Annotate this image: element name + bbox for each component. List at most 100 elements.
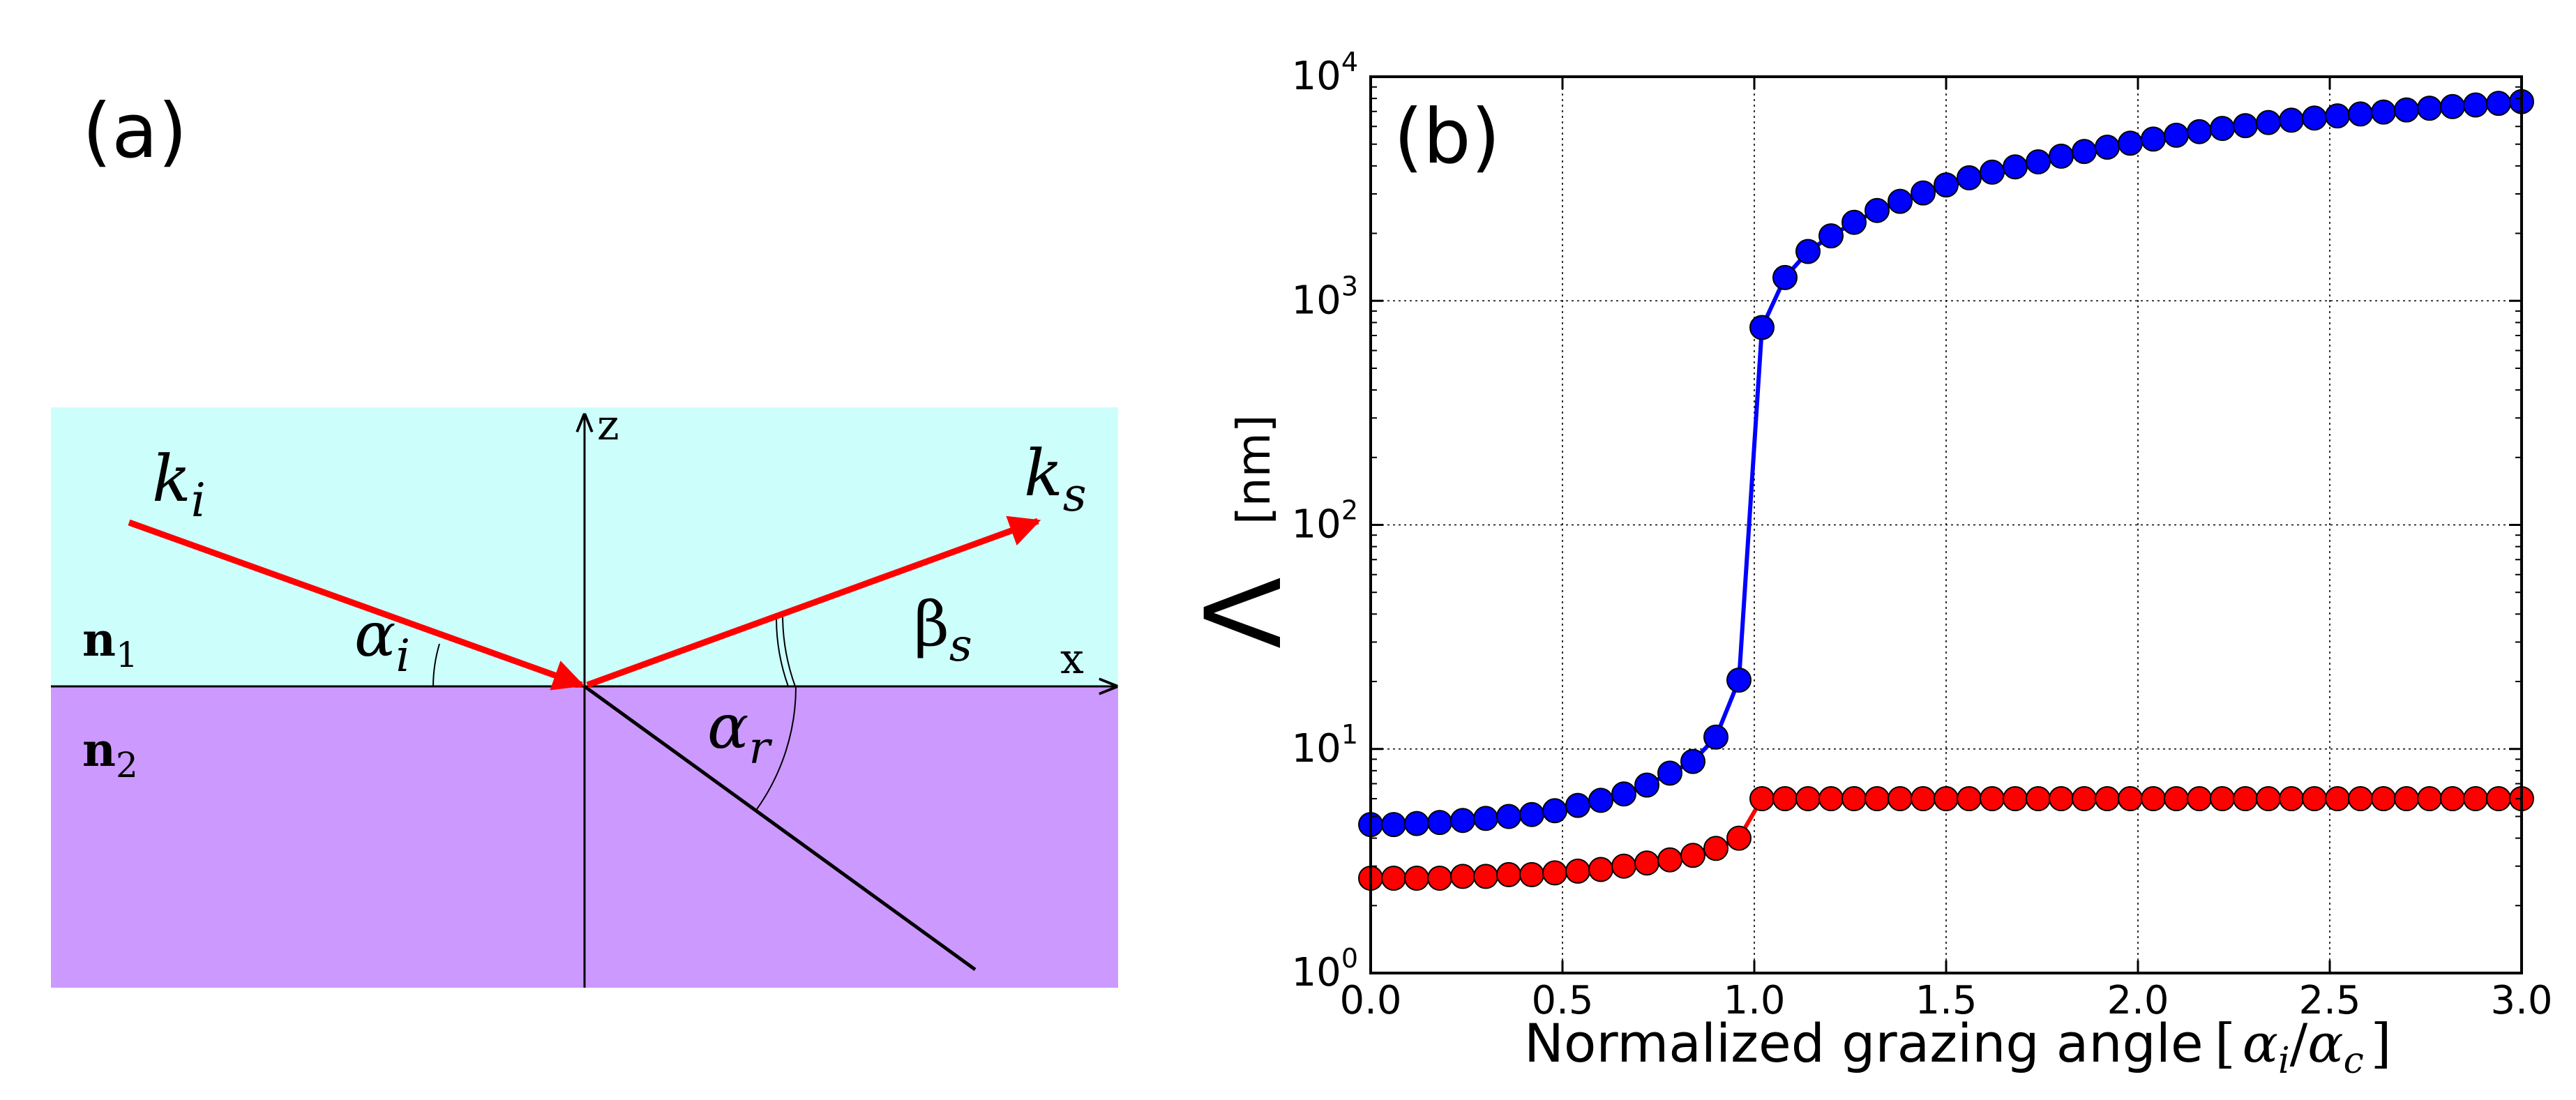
data-point-blue bbox=[1888, 188, 1913, 214]
x-tick-label: 1.5 bbox=[1915, 978, 1977, 1023]
scattered-beam-arrow bbox=[586, 515, 1041, 688]
data-point-blue bbox=[1450, 808, 1475, 834]
data-point-red bbox=[1726, 825, 1752, 851]
data-point-red bbox=[1680, 843, 1705, 868]
data-point-red bbox=[2072, 786, 2097, 811]
data-point-red bbox=[2095, 786, 2120, 811]
data-point-blue bbox=[2026, 149, 2051, 174]
x-axis-label: x bbox=[1060, 635, 1084, 684]
data-point-red bbox=[2279, 786, 2304, 811]
data-point-red bbox=[2164, 786, 2189, 811]
alpha-r-label: αr bbox=[707, 691, 772, 774]
x-tick-label: 2.0 bbox=[2107, 978, 2169, 1023]
data-point-red bbox=[2463, 786, 2488, 811]
incident-beam-arrow bbox=[128, 519, 585, 691]
data-point-blue bbox=[1772, 264, 1798, 290]
data-point-red bbox=[1795, 786, 1821, 811]
data-point-blue bbox=[2072, 139, 2097, 165]
x-tick-label: 2.5 bbox=[2298, 978, 2360, 1023]
data-point-blue bbox=[2095, 135, 2120, 160]
data-point-blue bbox=[1841, 209, 1867, 235]
data-point-red bbox=[2049, 786, 2074, 811]
scattered-angle-arc-inner bbox=[775, 616, 789, 687]
beta-s-label: βs bbox=[914, 588, 972, 672]
y-axis-unit: [nm] bbox=[1227, 414, 1281, 525]
data-point-blue bbox=[2394, 97, 2419, 123]
data-point-red bbox=[1450, 864, 1475, 889]
data-point-red bbox=[1980, 786, 2005, 811]
data-point-red bbox=[2325, 786, 2350, 811]
medium-1-label: n1 bbox=[82, 612, 138, 675]
y-tick-label: 100 bbox=[1292, 943, 1358, 995]
data-point-blue bbox=[2440, 93, 2465, 119]
data-point-red bbox=[1634, 850, 1659, 876]
data-point-blue bbox=[1795, 239, 1821, 264]
data-point-blue bbox=[2348, 101, 2373, 127]
data-point-blue bbox=[2256, 110, 2281, 135]
data-point-red bbox=[2210, 786, 2235, 811]
refracted-angle-arc bbox=[756, 686, 797, 810]
z-axis-label: z bbox=[597, 401, 619, 450]
x-tick-label: 3.0 bbox=[2490, 978, 2552, 1023]
panel-b-label: (b) bbox=[1394, 93, 1500, 181]
medium-2-label: n2 bbox=[82, 723, 138, 785]
data-point-blue bbox=[1404, 811, 1429, 836]
data-point-red bbox=[1381, 866, 1406, 891]
data-point-blue bbox=[2302, 105, 2327, 131]
data-point-red bbox=[1473, 864, 1498, 889]
y-tick-label: 101 bbox=[1292, 719, 1358, 771]
data-point-blue bbox=[1473, 806, 1498, 831]
data-point-blue bbox=[2187, 119, 2212, 144]
data-point-red bbox=[1749, 786, 1775, 811]
y-tick-label: 102 bbox=[1292, 495, 1358, 548]
y-axis-symbol: Λ bbox=[1184, 577, 1305, 649]
data-point-red bbox=[1888, 786, 1913, 811]
axis-ticks: 0.0 0.5 1.0 1.5 2.0 2.5 3.0 100 101 102 103 104 bbox=[1292, 47, 2553, 1023]
data-point-red bbox=[2233, 786, 2258, 811]
data-point-red bbox=[2118, 786, 2143, 811]
incident-angle-arc bbox=[432, 643, 440, 687]
data-point-red bbox=[1565, 858, 1590, 884]
plot-frame bbox=[1369, 75, 2523, 974]
data-point-red bbox=[2187, 786, 2212, 811]
data-point-blue bbox=[1934, 172, 1959, 198]
x-axis-unit: [αi/αc] bbox=[2215, 1012, 2391, 1082]
data-point-blue bbox=[2279, 107, 2304, 133]
data-point-red bbox=[1911, 786, 1936, 811]
k-incident-label: ki bbox=[152, 442, 206, 527]
data-point-red bbox=[1496, 861, 1521, 887]
data-point-blue bbox=[2049, 143, 2074, 169]
data-point-red bbox=[1934, 786, 1959, 811]
data-point-red bbox=[1657, 847, 1682, 873]
data-point-blue bbox=[1381, 812, 1406, 838]
data-point-blue bbox=[2233, 113, 2258, 139]
data-point-red bbox=[1772, 786, 1798, 811]
data-point-blue bbox=[1611, 781, 1636, 807]
data-point-blue bbox=[1865, 197, 1890, 223]
x-axis-title: Normalized grazing angle bbox=[1524, 1012, 2204, 1074]
k-scattered-label: ks bbox=[1024, 436, 1087, 522]
data-point-red bbox=[1542, 860, 1567, 886]
data-point-blue bbox=[1496, 804, 1521, 829]
data-point-red bbox=[2394, 786, 2419, 811]
data-point-blue bbox=[1911, 180, 1936, 206]
data-point-blue bbox=[1818, 223, 1844, 249]
data-point-blue bbox=[2371, 99, 2396, 125]
data-point-red bbox=[2486, 786, 2511, 811]
data-point-blue bbox=[1726, 668, 1752, 693]
data-point-red bbox=[2417, 786, 2442, 811]
series-points bbox=[1358, 89, 2534, 891]
refracted-ray bbox=[583, 684, 977, 972]
x-tick-label: 1.0 bbox=[1723, 978, 1785, 1023]
y-tick-label: 104 bbox=[1292, 47, 1358, 99]
data-point-red bbox=[1865, 786, 1890, 811]
panel-a-label: (a) bbox=[82, 88, 187, 175]
data-point-blue bbox=[2003, 154, 2028, 180]
x-tick-label: 0.0 bbox=[1339, 978, 1401, 1023]
y-tick-label: 103 bbox=[1292, 271, 1358, 323]
x-tick-label: 0.5 bbox=[1531, 978, 1593, 1023]
data-point-blue bbox=[1703, 724, 1728, 750]
data-point-red bbox=[2026, 786, 2051, 811]
data-point-red bbox=[1519, 861, 1544, 887]
